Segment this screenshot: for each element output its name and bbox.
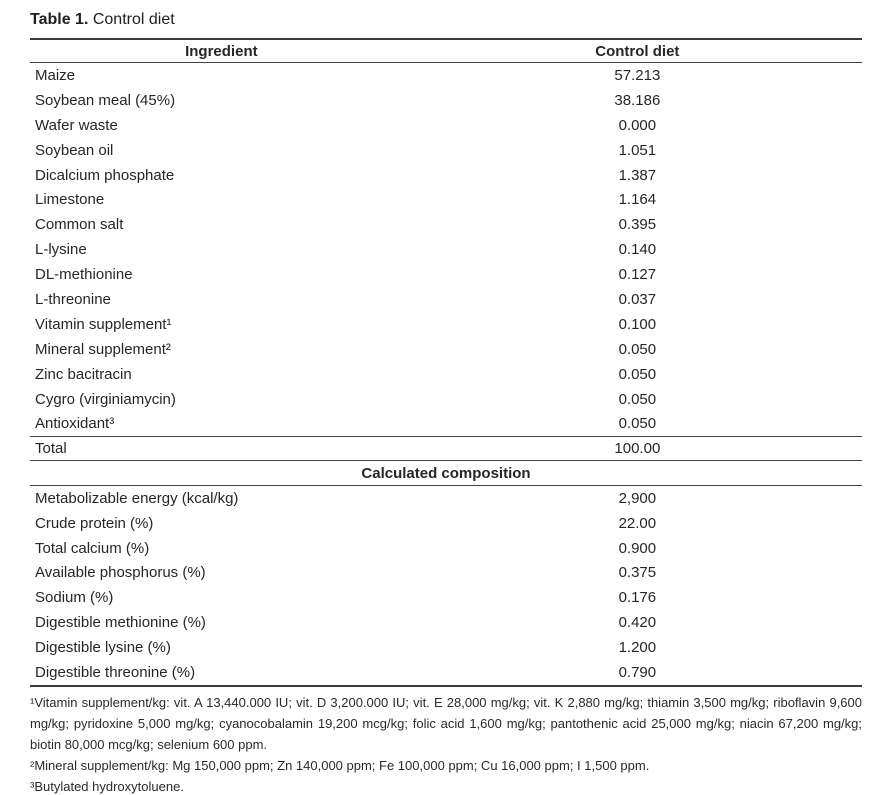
footnote-antioxidant: ³Butylated hydroxytoluene. (30, 778, 184, 794)
row-label-cell: Total calcium (%) (35, 539, 150, 557)
table-row: Antioxidant³ 0.050 (30, 411, 862, 436)
footnote-mineral-supplement: ²Mineral supplement/kg: Mg 150,000 ppm; … (30, 757, 650, 773)
table-row: Vitamin supplement¹ 0.100 (30, 312, 862, 337)
row-label-cell: DL-methionine (35, 266, 133, 284)
row-label-cell: Digestible methionine (%) (35, 614, 206, 632)
composition-rows-section: Metabolizable energy (kcal/kg) 2,900 Crude… (30, 486, 862, 685)
total-row: Total 100.00 (30, 436, 862, 462)
row-value-cell: 0.127 (618, 266, 657, 284)
total-label: Total (35, 440, 67, 458)
table-row: L-lysine 0.140 (30, 237, 862, 262)
row-label-cell: Digestible threonine (%) (35, 664, 196, 682)
row-label-cell: Vitamin supplement¹ (35, 315, 172, 333)
table-header-row: Ingredient Control diet (30, 40, 862, 63)
row-value-cell: 22.00 (618, 514, 657, 532)
table-row: DL-methionine 0.127 (30, 262, 862, 287)
section-header-calculated-composition: Calculated composition (30, 461, 862, 486)
row-label-cell: Common salt (35, 216, 124, 234)
row-value-cell: 1.051 (618, 141, 657, 159)
row-value-cell: 1.387 (618, 166, 657, 184)
ingredient-rows-section: Maize 57.213 Soybean meal (45%) 38.186 Wafer… (30, 63, 862, 436)
row-value-cell: 0.140 (618, 241, 657, 259)
row-value-cell: 0.000 (618, 116, 657, 134)
table-row: Total calcium (%) 0.900 (30, 536, 862, 561)
row-value-cell: 0.395 (618, 216, 657, 234)
row-value-cell: 0.176 (618, 589, 657, 607)
row-label-cell: Sodium (%) (35, 589, 114, 607)
row-label-cell: Wafer waste (35, 116, 118, 134)
row-label-cell: Crude protein (%) (35, 514, 154, 532)
row-value-cell: 1.164 (618, 191, 657, 209)
row-label-cell: Cygro (virginiamycin) (35, 390, 176, 408)
table-row: Available phosphorus (%) 0.375 (30, 561, 862, 586)
table-row: Crude protein (%) 22.00 (30, 511, 862, 536)
column-header-control-diet: Control diet (595, 42, 680, 60)
table-row: Sodium (%) 0.176 (30, 585, 862, 610)
row-label-cell: Metabolizable energy (kcal/kg) (35, 489, 239, 507)
table-row: Dicalcium phosphate 1.387 (30, 163, 862, 188)
row-value-cell: 0.050 (618, 390, 657, 408)
table-row: L-threonine 0.037 (30, 287, 862, 312)
row-value-cell: 0.900 (618, 539, 657, 557)
row-value-cell: 0.037 (618, 290, 657, 308)
row-value-cell: 2,900 (618, 489, 657, 507)
row-value-cell: 0.420 (618, 614, 657, 632)
table-row: Soybean oil 1.051 (30, 138, 862, 163)
row-label-cell: Maize (35, 66, 76, 84)
row-value-cell: 0.050 (618, 365, 657, 383)
row-value-cell: 57.213 (614, 66, 661, 84)
row-label-cell: Available phosphorus (%) (35, 564, 206, 582)
row-value-cell: 38.186 (614, 91, 661, 109)
row-value-cell: 1.200 (618, 639, 657, 657)
row-label-cell: Antioxidant³ (35, 415, 115, 433)
row-value-cell: 0.100 (618, 315, 657, 333)
table-row: Maize 57.213 (30, 63, 862, 88)
row-label-cell: L-lysine (35, 241, 87, 259)
row-value-cell: 0.050 (618, 340, 657, 358)
footnote-vitamin-supplement: ¹Vitamin supplement/kg: vit. A 13,440.00… (30, 694, 862, 752)
row-label-cell: Soybean meal (45%) (35, 91, 176, 109)
table-row: Common salt 0.395 (30, 212, 862, 237)
row-label-cell: Digestible lysine (%) (35, 639, 171, 657)
total-value: 100.00 (614, 440, 661, 458)
table-caption: Table 1. Control diet (30, 9, 856, 31)
row-label-cell: L-threonine (35, 290, 111, 308)
table-row: Metabolizable energy (kcal/kg) 2,900 (30, 486, 862, 511)
control-diet-table: Ingredient Control diet Maize 57.213 Soybe… (30, 38, 862, 687)
column-header-ingredient: Ingredient (185, 42, 258, 60)
row-value-cell: 0.050 (618, 415, 657, 433)
table-row: Digestible threonine (%) 0.790 (30, 660, 862, 685)
row-value-cell: 0.375 (618, 564, 657, 582)
table-row: Cygro (virginiamycin) 0.050 (30, 387, 862, 412)
row-label-cell: Soybean oil (35, 141, 114, 159)
row-value-cell: 0.790 (618, 664, 657, 682)
table-row: Wafer waste 0.000 (30, 113, 862, 138)
table-row: Digestible methionine (%) 0.420 (30, 610, 862, 635)
row-label-cell: Limestone (35, 191, 105, 209)
table-row: Digestible lysine (%) 1.200 (30, 635, 862, 660)
table-row: Zinc bacitracin 0.050 (30, 362, 862, 387)
row-label-cell: Zinc bacitracin (35, 365, 132, 383)
table-row: Soybean meal (45%) 38.186 (30, 88, 862, 113)
row-label-cell: Mineral supplement² (35, 340, 171, 358)
table-row: Limestone 1.164 (30, 187, 862, 212)
table-caption-number: Table 1. (30, 11, 89, 28)
table-footnotes: ¹Vitamin supplement/kg: vit. A 13,440.00… (30, 692, 862, 795)
table-row: Mineral supplement² 0.050 (30, 337, 862, 362)
row-label-cell: Dicalcium phosphate (35, 166, 175, 184)
table-caption-title: Control diet (88, 11, 175, 28)
